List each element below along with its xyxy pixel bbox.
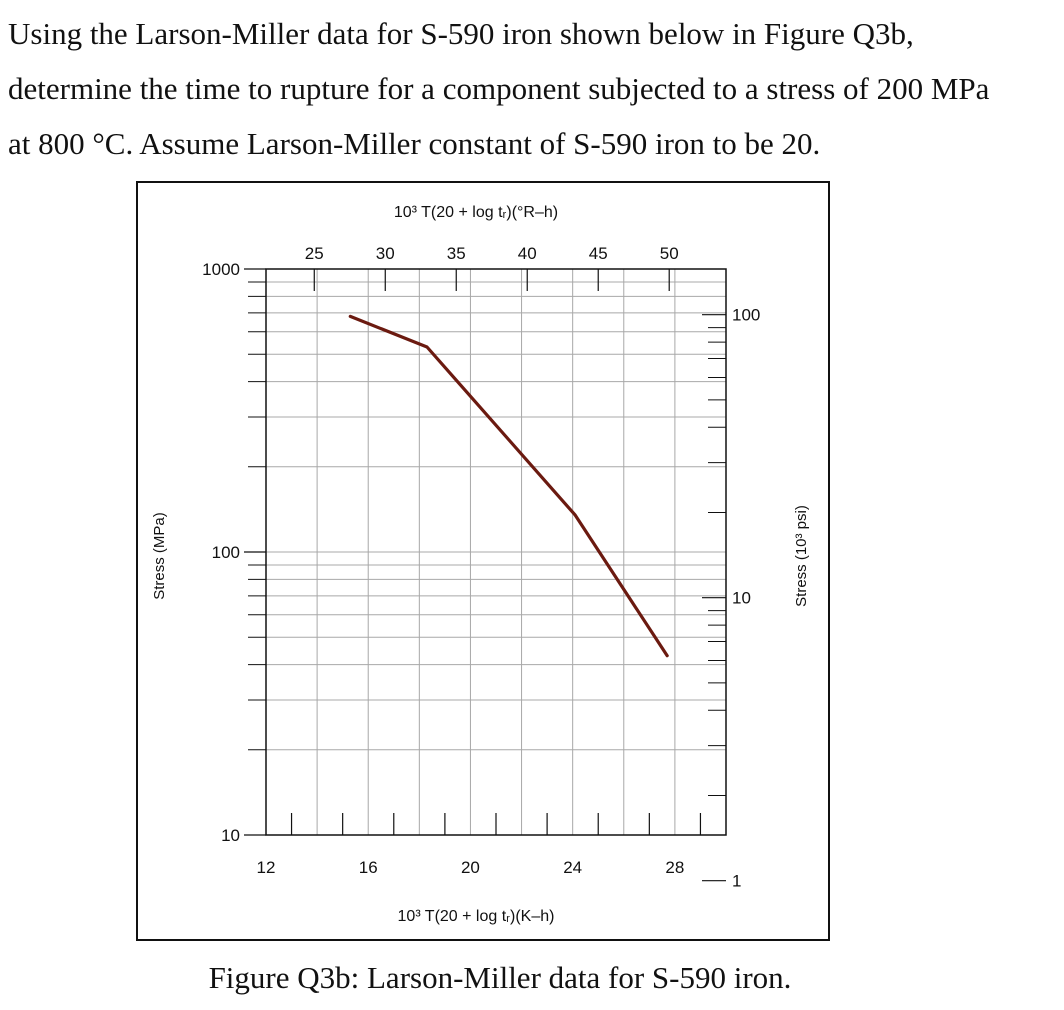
grid <box>265 269 727 836</box>
question-text: Using the Larson-Miller data for S-590 i… <box>8 6 1044 171</box>
question-line-2: determine the time to rupture for a comp… <box>8 71 990 106</box>
x2-tick-label: 45 <box>589 244 608 263</box>
x2-axis-label: 10³ T(20 + log tᵣ)(°R–h) <box>394 204 558 221</box>
question-line-1: Using the Larson-Miller data for S-590 i… <box>8 16 914 51</box>
x-tick-label: 20 <box>461 858 480 877</box>
x-tick-label: 24 <box>563 858 582 877</box>
y2-axis-label: Stress (10³ psi) <box>793 505 810 607</box>
x2-tick-label: 50 <box>660 244 679 263</box>
x-tick-label: 16 <box>359 858 378 877</box>
series-line <box>348 314 669 658</box>
x-tick-label: 12 <box>257 858 276 877</box>
y2-tick-label: 1 <box>732 872 741 891</box>
larson-miller-chart: 10 100 1000 1 10 100 12 16 20 24 28 25 30 35 40 45 50 10… <box>151 204 810 925</box>
x-axis-label: 10³ T(20 + log tᵣ)(K–h) <box>398 908 555 925</box>
y-tick-label: 1000 <box>202 260 240 279</box>
y2-tick-label: 10 <box>732 589 751 608</box>
x2-tick-label: 40 <box>518 244 537 263</box>
figure-frame: 10 100 1000 1 10 100 12 16 20 24 28 25 30 35 40 45 50 10… <box>136 181 830 941</box>
y-tick-label: 100 <box>212 543 240 562</box>
y2-tick-label: 100 <box>732 306 760 325</box>
y-axis-label: Stress (MPa) <box>151 512 168 600</box>
series-layer <box>348 314 669 658</box>
x2-tick-label: 30 <box>376 244 395 263</box>
x2-tick-label: 25 <box>305 244 324 263</box>
y-tick-label: 10 <box>221 826 240 845</box>
x-tick-label: 28 <box>665 858 684 877</box>
x2-tick-label: 35 <box>447 244 466 263</box>
figure-caption: Figure Q3b: Larson-Miller data for S-590… <box>208 960 792 995</box>
question-line-3: at 800 °C. Assume Larson-Miller constant… <box>8 126 821 161</box>
ticks: 10 100 1000 1 10 100 12 16 20 24 28 25 30 35 40 45 50 <box>202 244 760 891</box>
